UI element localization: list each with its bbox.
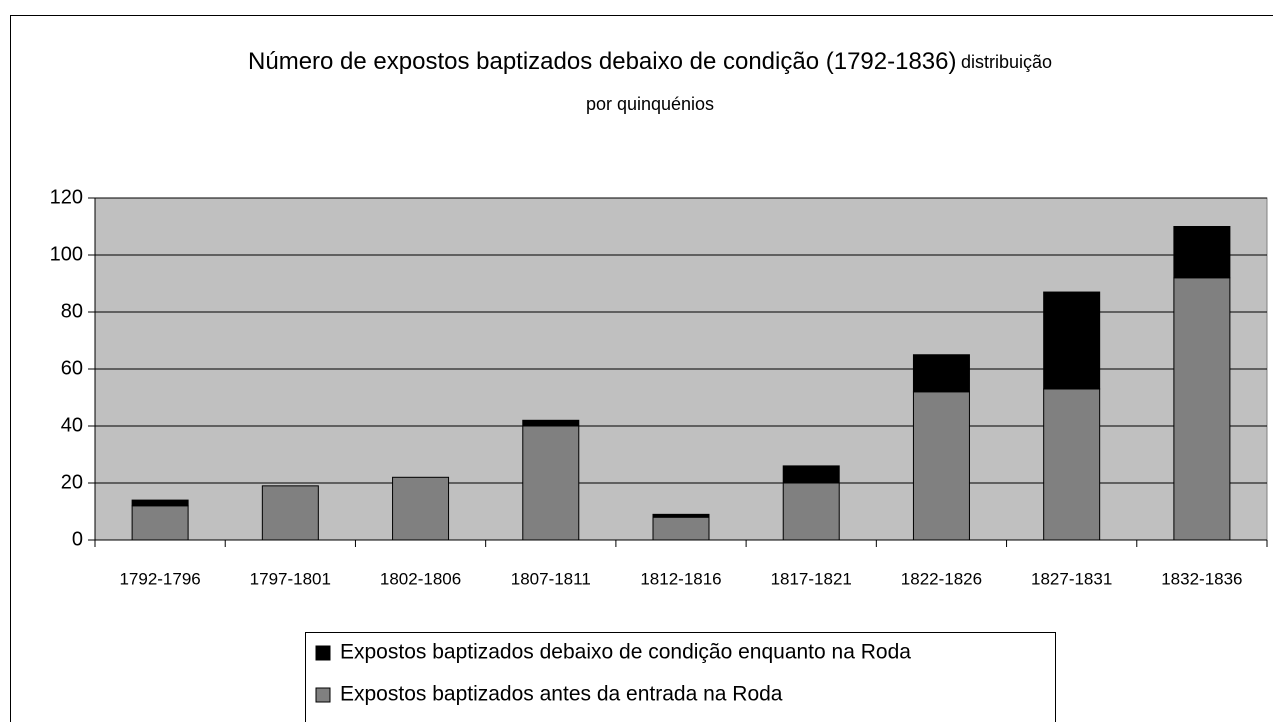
legend-swatch — [315, 645, 331, 661]
bar-segment — [1173, 226, 1231, 279]
y-tick-label: 40 — [61, 414, 83, 436]
y-tick-label: 120 — [50, 186, 83, 208]
x-tick-label: 1797-1801 — [250, 569, 331, 588]
chart-subtitle: por quinquénios — [586, 94, 714, 114]
x-tick-label: 1807-1811 — [511, 569, 591, 588]
x-tick-label: 1792-1796 — [119, 569, 200, 588]
legend-swatch — [315, 687, 331, 703]
bar-segment — [522, 419, 580, 427]
legend-box — [305, 632, 1056, 722]
y-tick-label: 80 — [61, 300, 83, 322]
bar-segment — [392, 476, 450, 541]
y-tick-label: 20 — [61, 471, 83, 493]
bar-segment — [522, 425, 580, 541]
bar-segment — [1043, 291, 1101, 390]
chart-title-line: Número de expostos baptizados debaixo de… — [248, 48, 1052, 75]
y-tick-label: 60 — [61, 357, 83, 379]
bar-segment — [131, 505, 189, 541]
chart-subtitle: distribuição — [961, 52, 1052, 72]
x-tick-label: 1832-1836 — [1161, 569, 1242, 588]
x-tick-label: 1827-1831 — [1031, 569, 1112, 588]
bar-segment — [782, 465, 840, 484]
bar-segment — [912, 354, 970, 393]
bar-segment — [131, 499, 189, 507]
x-tick-label: 1812-1816 — [640, 569, 721, 588]
bar-segment — [652, 516, 710, 541]
bar-segment — [1173, 277, 1231, 541]
y-tick-label: 0 — [72, 528, 83, 550]
bar-segment — [912, 391, 970, 541]
bar-segment — [782, 482, 840, 541]
x-tick-label: 1822-1826 — [901, 569, 982, 588]
x-tick-label: 1817-1821 — [771, 569, 852, 588]
bar-segment — [261, 485, 319, 541]
legend-label: Expostos baptizados debaixo de condição … — [340, 641, 911, 664]
y-tick-label: 100 — [50, 243, 83, 265]
bar-segment — [652, 513, 710, 518]
legend-label: Expostos baptizados antes da entrada na … — [340, 683, 783, 706]
bar-segment — [1043, 388, 1101, 541]
chart-title: Número de expostos baptizados debaixo de… — [248, 48, 956, 75]
x-tick-label: 1802-1806 — [380, 569, 461, 588]
